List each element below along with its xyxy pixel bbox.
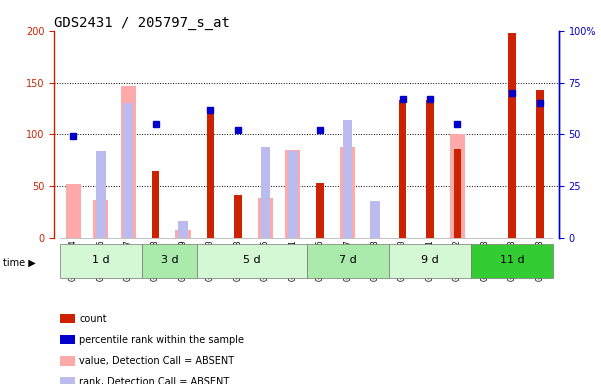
Bar <box>288 151 297 238</box>
Text: GDS2431 / 205797_s_at: GDS2431 / 205797_s_at <box>54 16 230 30</box>
Text: percentile rank within the sample: percentile rank within the sample <box>79 335 245 345</box>
Text: 5 d: 5 d <box>243 255 260 265</box>
Bar <box>261 147 270 238</box>
FancyBboxPatch shape <box>197 244 307 278</box>
Bar <box>66 184 81 238</box>
Bar <box>426 100 434 238</box>
Bar <box>450 134 465 238</box>
Bar <box>175 230 191 238</box>
FancyBboxPatch shape <box>307 244 389 278</box>
Bar <box>508 33 516 238</box>
Bar <box>370 201 380 238</box>
Bar <box>316 183 324 238</box>
Bar <box>152 170 159 238</box>
Text: 9 d: 9 d <box>421 255 439 265</box>
FancyBboxPatch shape <box>59 244 142 278</box>
Text: time ▶: time ▶ <box>3 258 35 268</box>
Text: 7 d: 7 d <box>339 255 356 265</box>
Bar <box>285 150 300 238</box>
Text: 3 d: 3 d <box>160 255 178 265</box>
Text: count: count <box>79 314 107 324</box>
Bar <box>207 114 215 238</box>
Bar <box>536 90 543 238</box>
Bar <box>398 100 406 238</box>
FancyBboxPatch shape <box>142 244 197 278</box>
Text: rank, Detection Call = ABSENT: rank, Detection Call = ABSENT <box>79 377 230 384</box>
Bar <box>121 86 136 238</box>
Bar <box>454 149 461 238</box>
Bar <box>234 195 242 238</box>
Bar <box>123 103 133 238</box>
Text: 1 d: 1 d <box>92 255 109 265</box>
Bar <box>343 120 352 238</box>
Bar <box>258 198 273 238</box>
FancyBboxPatch shape <box>389 244 471 278</box>
Text: 11 d: 11 d <box>500 255 525 265</box>
FancyBboxPatch shape <box>471 244 554 278</box>
Bar <box>96 151 106 238</box>
Bar <box>178 222 188 238</box>
Bar <box>93 200 108 238</box>
Bar <box>340 147 355 238</box>
Text: value, Detection Call = ABSENT: value, Detection Call = ABSENT <box>79 356 234 366</box>
